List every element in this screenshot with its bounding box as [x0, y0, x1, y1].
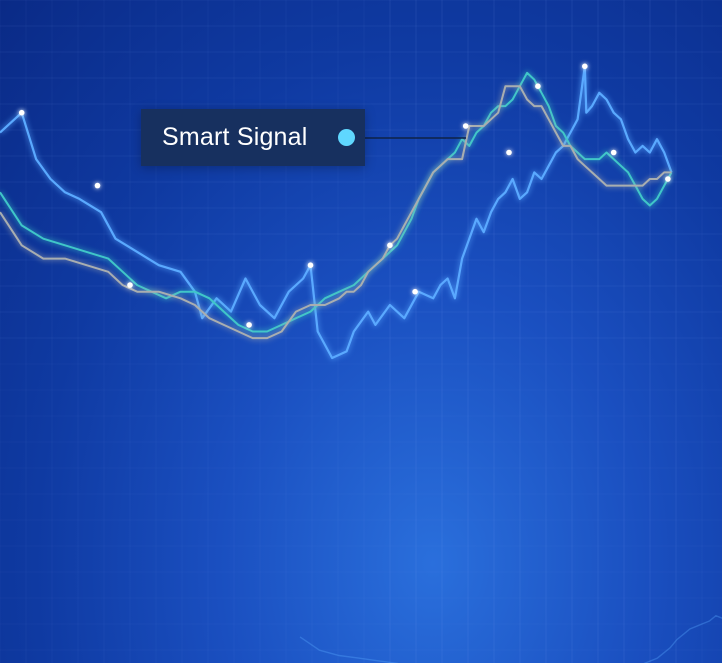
series-line-gray — [0, 85, 672, 340]
data-point-teal — [665, 176, 671, 182]
smart-signal-label: Smart Signal — [141, 109, 365, 166]
series-markers — [18, 63, 671, 328]
data-point-primary — [506, 149, 512, 156]
data-point-primary — [412, 288, 418, 295]
background-lines — [299, 614, 722, 663]
data-point-gray — [387, 242, 393, 249]
data-point-gray — [462, 123, 469, 129]
data-point-teal — [535, 83, 541, 89]
data-point-primary — [582, 63, 588, 70]
data-point-teal — [127, 282, 133, 288]
series-lines — [0, 65, 673, 360]
smart-signal-text: Smart Signal — [162, 123, 308, 151]
data-point-primary — [307, 262, 314, 269]
signal-dot-icon — [338, 129, 355, 146]
data-point-primary — [94, 182, 101, 189]
data-point-primary — [18, 109, 25, 116]
data-point-gray — [246, 322, 252, 328]
data-point-teal — [610, 149, 617, 156]
series-line-primary — [0, 65, 673, 360]
background-line — [299, 614, 722, 663]
